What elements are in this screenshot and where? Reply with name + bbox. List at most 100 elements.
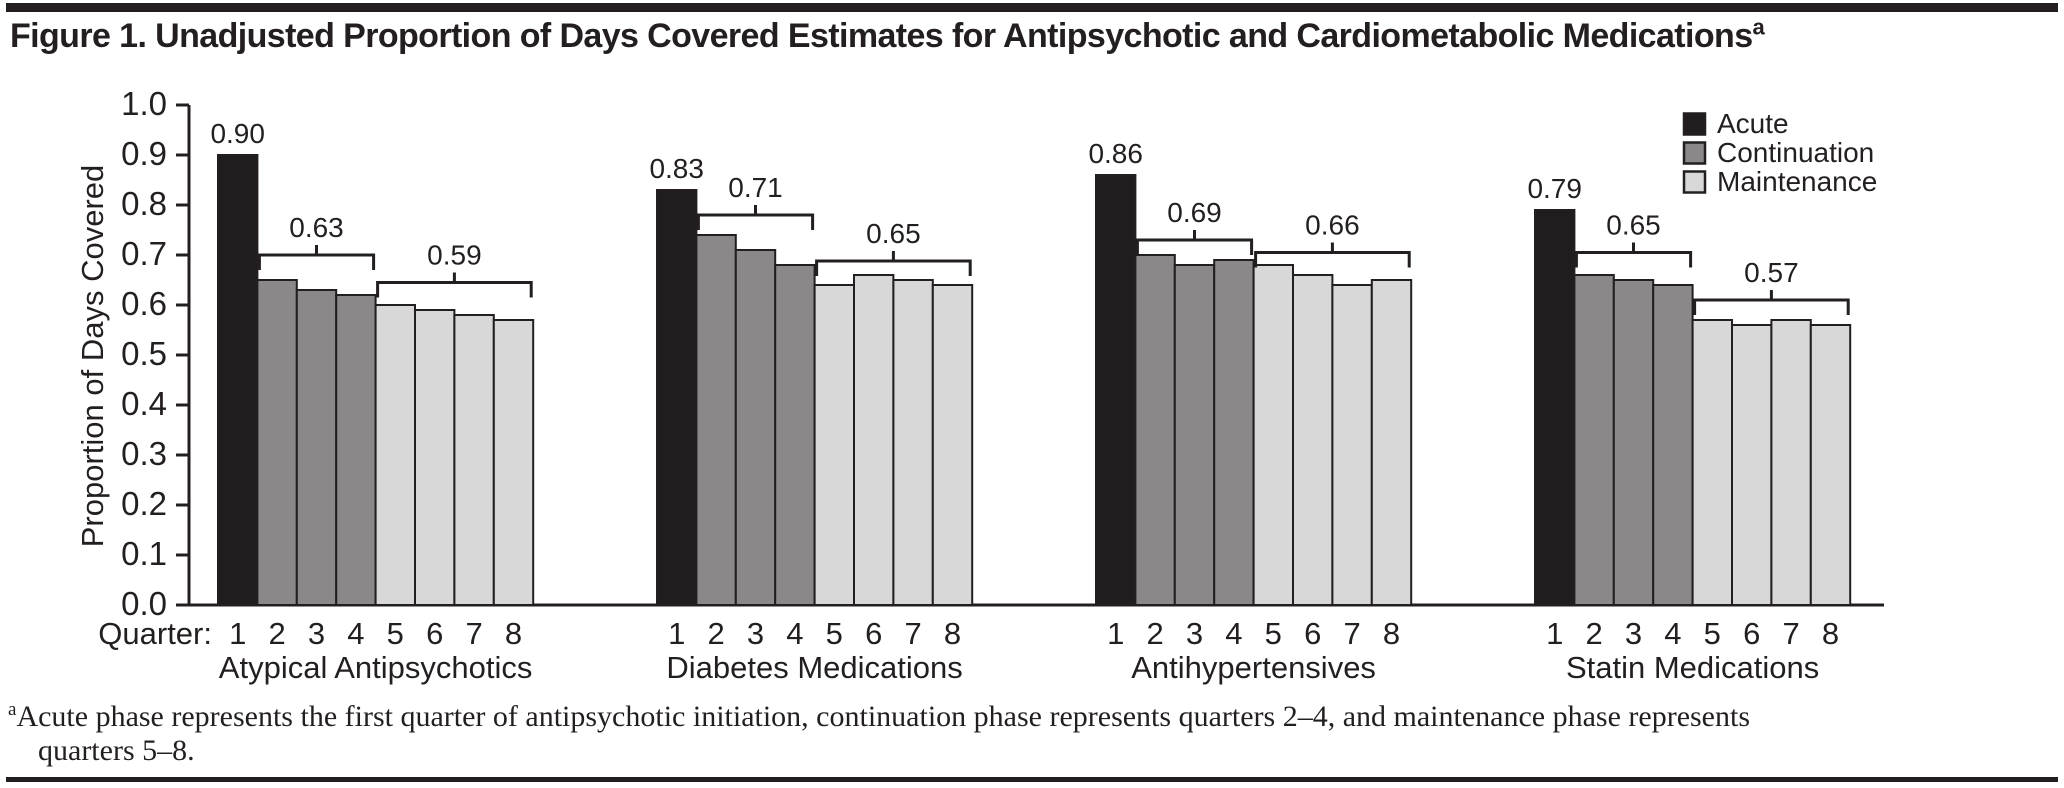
figure-title: Figure 1. Unadjusted Proportion of Days … <box>10 14 1765 56</box>
bracket-value-label: 0.71 <box>728 172 783 203</box>
quarter-label: 8 <box>944 616 961 651</box>
legend-swatch-continuation <box>1682 141 1707 165</box>
legend-label-acute: Acute <box>1717 108 1789 139</box>
y-tick-label: 0.0 <box>121 585 167 622</box>
bracket <box>1574 251 1693 268</box>
bar-antihypertensives-q7 <box>1331 284 1373 606</box>
y-tick-label: 0.8 <box>121 185 167 222</box>
bar-statin-medications-q5 <box>1691 319 1733 606</box>
bar-diabetes-medications-q2 <box>695 234 737 606</box>
y-tick-label: 0.2 <box>121 485 167 522</box>
bar-statin-medications-q3 <box>1612 279 1655 606</box>
quarter-label: 2 <box>1585 616 1602 651</box>
bar-diabetes-medications-q8 <box>931 284 974 606</box>
quarter-label: 8 <box>505 616 522 651</box>
quarter-label: 1 <box>668 616 685 651</box>
y-axis-title: Proportion of Days Covered <box>75 165 110 548</box>
quarter-label: 6 <box>1304 616 1321 651</box>
peak-value-label: 0.90 <box>210 118 265 149</box>
group-label: Statin Medications <box>1566 650 1819 685</box>
bracket-value-label: 0.66 <box>1305 210 1360 241</box>
quarter-label: 3 <box>747 616 764 651</box>
bar-atypical-antipsychotics-q2 <box>256 279 298 606</box>
footnote-line-2: quarters 5–8. <box>38 734 195 767</box>
quarter-label: 1 <box>229 616 246 651</box>
quarter-label: 1 <box>1107 616 1124 651</box>
legend-swatch-acute <box>1682 112 1707 136</box>
bar-diabetes-medications-q4 <box>774 264 816 606</box>
y-tick-label: 1.0 <box>121 85 167 122</box>
quarter-label: 3 <box>308 616 325 651</box>
quarter-label: 7 <box>904 616 921 651</box>
bracket-value-label: 0.63 <box>289 212 344 243</box>
bottom-rule <box>6 777 2058 782</box>
bar-diabetes-medications-q3 <box>734 249 777 606</box>
group-label: Atypical Antipsychotics <box>219 650 533 685</box>
peak-value-label: 0.79 <box>1527 173 1582 204</box>
quarter-label: 7 <box>1782 616 1799 651</box>
bracket <box>696 213 815 230</box>
bar-atypical-antipsychotics-q3 <box>295 289 338 606</box>
bar-atypical-antipsychotics-q6 <box>414 309 456 606</box>
bar-antihypertensives-q1 <box>1095 174 1137 606</box>
bracket-value-label: 0.65 <box>1606 210 1661 241</box>
bar-diabetes-medications-q6 <box>853 274 895 606</box>
bar-antihypertensives-q3 <box>1173 264 1216 606</box>
y-tick-label: 0.4 <box>121 385 167 422</box>
quarter-label: 4 <box>786 616 803 651</box>
bar-statin-medications-q6 <box>1731 324 1773 606</box>
bracket <box>1135 238 1254 255</box>
group-label: Antihypertensives <box>1131 650 1376 685</box>
bar-statin-medications-q1 <box>1534 209 1576 606</box>
quarter-label: 2 <box>707 616 724 651</box>
quarter-label: 7 <box>1343 616 1360 651</box>
legend-swatch-maintenance <box>1682 170 1707 194</box>
quarter-label: 5 <box>1704 616 1721 651</box>
bar-statin-medications-q7 <box>1770 319 1812 606</box>
quarter-label: 8 <box>1383 616 1400 651</box>
footnote-line-1: aAcute phase represents the first quarte… <box>8 699 1751 733</box>
bracket <box>815 259 972 276</box>
figure-title-text: Figure 1. Unadjusted Proportion of Days … <box>10 17 1753 55</box>
quarter-label: 3 <box>1625 616 1642 651</box>
bar-atypical-antipsychotics-q5 <box>374 304 417 606</box>
bar-statin-medications-q2 <box>1573 274 1615 606</box>
y-tick-label: 0.3 <box>121 435 167 472</box>
y-tick-label: 0.9 <box>121 135 167 172</box>
bar-diabetes-medications-q5 <box>813 284 855 606</box>
quarter-label: 8 <box>1822 616 1839 651</box>
quarter-label: 2 <box>268 616 285 651</box>
bar-statin-medications-q4 <box>1652 284 1694 606</box>
quarter-label: 5 <box>826 616 843 651</box>
top-rule <box>6 3 2058 12</box>
quarter-label: 7 <box>465 616 482 651</box>
footnote: aAcute phase represents the first quarte… <box>8 700 2008 768</box>
quarter-label: 4 <box>347 616 364 651</box>
figure-title-superscript: a <box>1752 14 1765 40</box>
legend-label-maintenance: Maintenance <box>1717 166 1877 197</box>
legend-label-continuation: Continuation <box>1717 137 1874 168</box>
quarter-label: 5 <box>387 616 404 651</box>
bracket-value-label: 0.65 <box>866 218 921 249</box>
y-tick-label: 0.6 <box>121 285 167 322</box>
bar-atypical-antipsychotics-q7 <box>453 314 495 606</box>
bar-antihypertensives-q2 <box>1134 254 1176 606</box>
bar-antihypertensives-q5 <box>1252 264 1294 606</box>
group-label: Diabetes Medications <box>666 650 962 685</box>
quarter-label: 5 <box>1265 616 1282 651</box>
bracket <box>1693 298 1850 315</box>
quarter-label: 6 <box>1743 616 1760 651</box>
bracket-value-label: 0.59 <box>427 240 482 271</box>
quarter-label: 4 <box>1225 616 1242 651</box>
peak-value-label: 0.83 <box>649 153 704 184</box>
y-tick-label: 0.1 <box>121 535 167 572</box>
bar-statin-medications-q8 <box>1809 324 1852 606</box>
bracket-value-label: 0.57 <box>1744 257 1799 288</box>
bracket <box>257 253 376 270</box>
bracket <box>376 281 533 298</box>
y-tick-label: 0.7 <box>121 235 167 272</box>
quarter-label: 2 <box>1146 616 1163 651</box>
quarter-label: 1 <box>1546 616 1563 651</box>
